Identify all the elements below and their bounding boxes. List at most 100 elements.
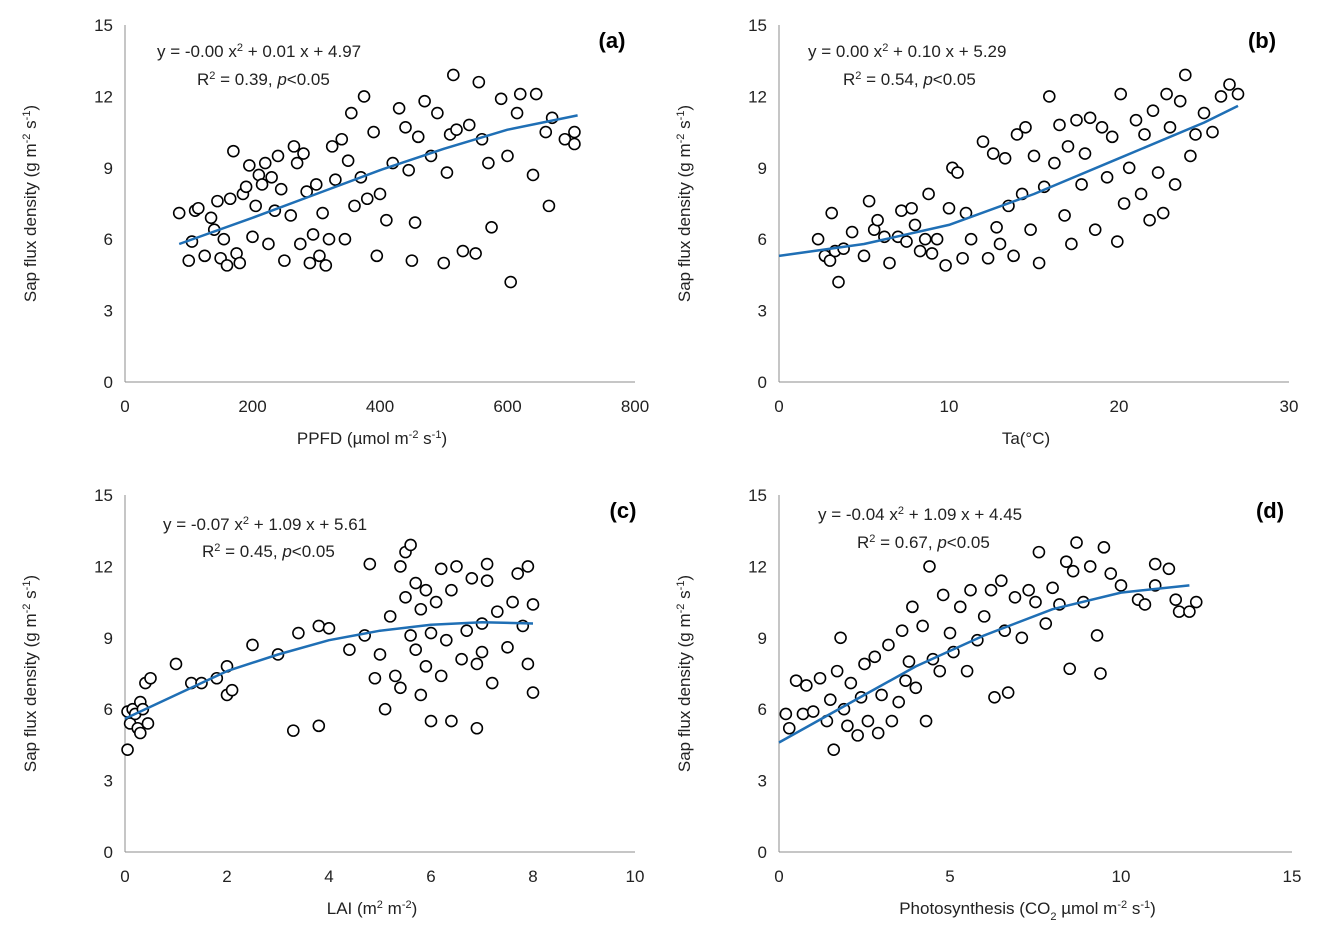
data-point [1189, 128, 1202, 141]
data-point [485, 221, 498, 234]
superscript: -2 [409, 429, 419, 441]
data-point [1053, 118, 1066, 132]
data-point [521, 560, 535, 573]
data-point [882, 638, 895, 652]
data-point [789, 674, 803, 687]
y-tick-label: 15 [94, 486, 113, 505]
data-point [1151, 166, 1165, 179]
data-point [1172, 605, 1186, 618]
text-segment: p [281, 542, 291, 561]
superscript: -2 [21, 604, 33, 614]
text-segment: p [922, 70, 932, 89]
data-point [424, 714, 438, 728]
x-axis-label: PPFD (µmol m-2 s-1) [297, 429, 447, 448]
text-segment: s [675, 590, 694, 603]
data-point [418, 94, 431, 108]
regression-equation: y = -0.00 x2 + 0.01 x + 4.97 [157, 42, 361, 61]
data-point [827, 743, 841, 756]
data-point [225, 683, 239, 697]
x-tick-label: 6 [426, 867, 435, 886]
text-segment: R [843, 70, 855, 89]
data-point [445, 583, 458, 597]
y-tick-label: 0 [104, 373, 113, 392]
data-point [779, 707, 793, 721]
data-point [1010, 128, 1024, 141]
data-point [475, 645, 489, 659]
subscript: 2 [1050, 911, 1056, 923]
data-point [258, 156, 272, 170]
data-point [885, 714, 899, 728]
text-segment: = 0.67, [875, 533, 937, 552]
data-point [1048, 156, 1061, 170]
superscript: 2 [377, 899, 383, 911]
data-point [1184, 149, 1197, 163]
data-point [255, 178, 269, 191]
data-point [913, 244, 927, 258]
y-axis-label: Sap flux density (g m-2 s-1) [21, 105, 40, 302]
text-segment: y = -0.00 x [157, 42, 237, 61]
data-point [813, 671, 827, 685]
data-point [1156, 206, 1170, 220]
data-point [402, 163, 415, 177]
data-point [414, 602, 428, 616]
data-point [286, 724, 300, 737]
x-tick-label: 8 [528, 867, 537, 886]
data-point [338, 232, 352, 246]
data-point [1138, 598, 1152, 611]
data-point [419, 660, 433, 673]
superscript: -1 [21, 581, 33, 591]
data-point [182, 254, 196, 267]
text-segment: s [1127, 899, 1140, 918]
data-point [900, 235, 913, 248]
data-point [172, 206, 186, 220]
data-point [1114, 579, 1128, 592]
data-point [1083, 111, 1097, 125]
text-segment: + 1.09 x + 4.45 [904, 505, 1022, 524]
data-point [485, 676, 499, 690]
data-point [1163, 121, 1177, 134]
data-point [953, 600, 967, 614]
data-point [951, 166, 964, 179]
x-tick-label: 0 [120, 867, 129, 886]
data-point [290, 156, 304, 170]
y-axis-label: Sap flux density (g m-2 s-1) [675, 575, 694, 772]
data-point [1078, 147, 1092, 160]
text-segment: ) [21, 575, 40, 581]
text-segment: R [202, 542, 214, 561]
data-point [796, 707, 810, 721]
data-point [858, 657, 871, 671]
data-point [404, 538, 417, 552]
data-point [976, 135, 990, 148]
superscript: -1 [1140, 899, 1150, 911]
data-point [800, 679, 813, 692]
data-point [470, 721, 484, 735]
data-point [1022, 583, 1035, 597]
data-point [357, 90, 371, 103]
data-point [322, 232, 336, 246]
data-point [341, 154, 355, 167]
y-tick-label: 3 [104, 302, 113, 321]
y-tick-label: 3 [758, 302, 767, 321]
data-point [313, 249, 326, 263]
data-point [335, 132, 349, 146]
superscript: 2 [869, 533, 875, 545]
data-point [981, 251, 995, 265]
text-segment: <0.05 [933, 70, 976, 89]
trend-line [778, 104, 1239, 258]
trend-line [178, 114, 578, 246]
data-point [278, 254, 291, 267]
data-point [455, 652, 468, 666]
data-point [373, 648, 387, 661]
data-point [504, 275, 517, 289]
data-point [424, 626, 438, 640]
data-point [1070, 536, 1083, 549]
x-tick-label: 800 [621, 397, 649, 416]
data-point [825, 206, 839, 220]
data-point [450, 560, 463, 573]
data-point [862, 194, 876, 208]
superscript: 2 [855, 70, 861, 82]
regression-equation: y = -0.04 x2 + 1.09 x + 4.45 [818, 505, 1022, 524]
text-segment: <0.05 [947, 533, 990, 552]
